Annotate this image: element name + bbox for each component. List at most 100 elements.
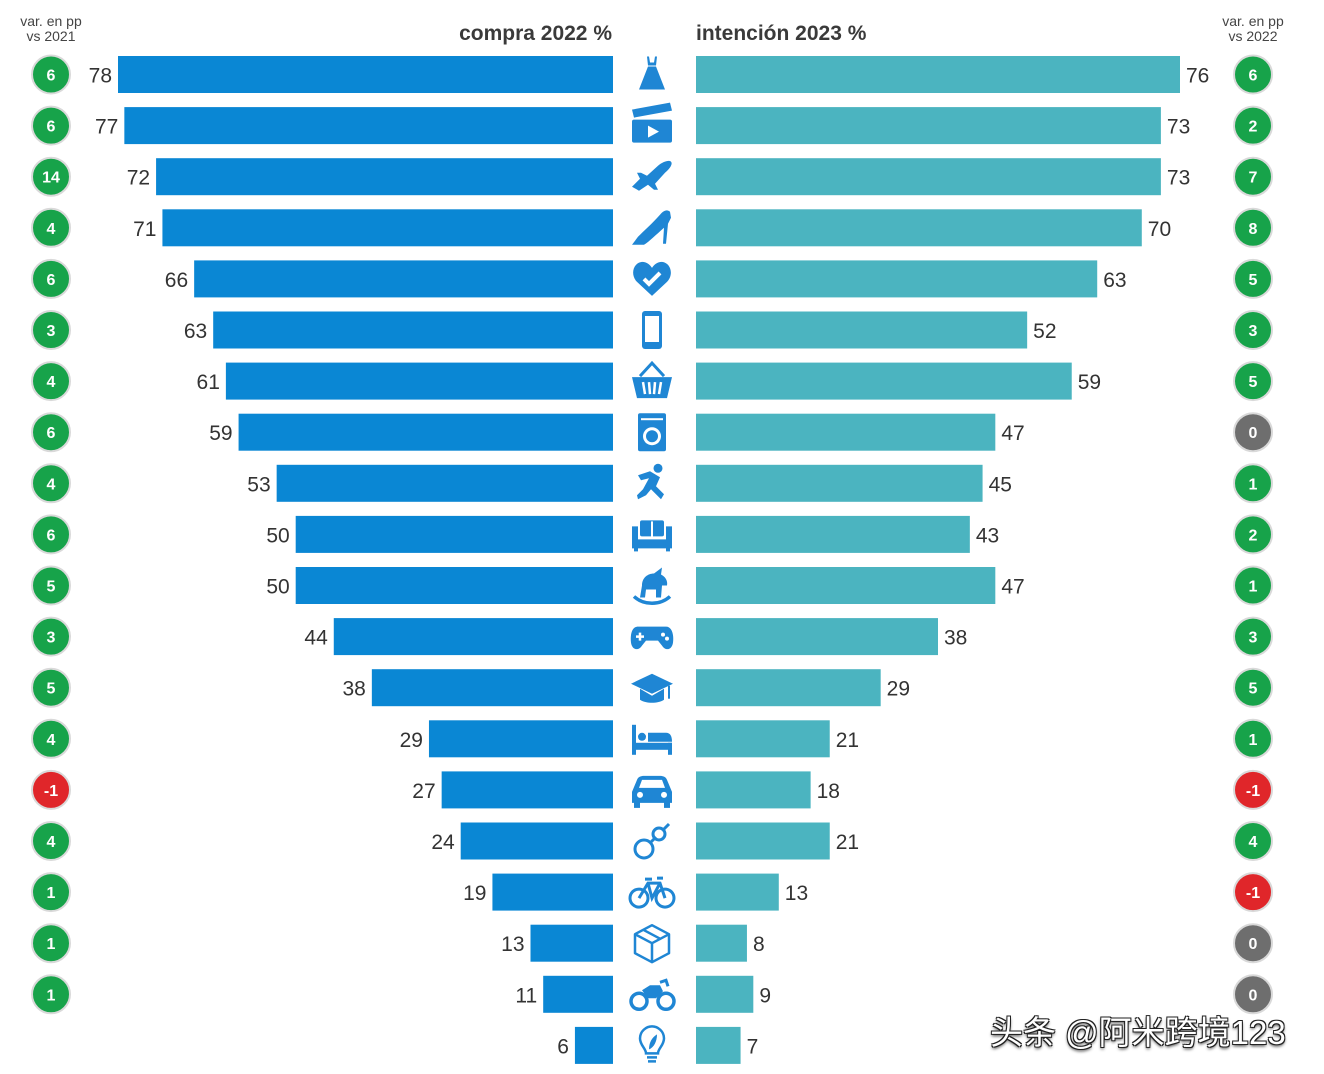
- left-value-label-13: 38: [342, 678, 365, 701]
- left-variation-badge-15: [31, 769, 71, 810]
- right-value-label-4: 70: [1148, 218, 1171, 241]
- left-value-label-8: 59: [209, 422, 232, 445]
- left-value-label-6: 63: [184, 320, 207, 343]
- left-bar-5: [194, 260, 613, 298]
- left-variation-badge-14: [31, 718, 71, 759]
- left-variation-badge-2: [31, 105, 71, 146]
- left-variation-badge-1: [31, 54, 71, 95]
- plane-icon: [632, 160, 672, 191]
- car-icon: [632, 775, 672, 808]
- left-variation-value-1: 6: [47, 68, 56, 85]
- right-bar-8: [696, 413, 996, 451]
- left-bar-16: [460, 822, 613, 860]
- left-variation-value-6: 3: [47, 323, 56, 340]
- left-variation-badge-13: [31, 667, 71, 708]
- left-variation-value-18: 1: [47, 936, 56, 953]
- right-variation-header-line-2: vs 2022: [1228, 28, 1278, 44]
- right-bar-13: [696, 669, 881, 707]
- left-variation-badge-6: [31, 310, 71, 350]
- washer-icon: [638, 413, 666, 452]
- right-variation-value-2: 2: [1249, 119, 1258, 136]
- right-variation-value-6: 3: [1249, 323, 1258, 340]
- left-value-label-17: 19: [463, 882, 486, 905]
- right-variation-badge-15: [1233, 769, 1273, 810]
- right-value-label-17: 13: [785, 882, 808, 905]
- left-variation-badge-7: [31, 361, 71, 402]
- bicycle-icon: [628, 876, 676, 909]
- left-value-label-2: 77: [95, 116, 118, 139]
- left-variation-badge-5: [31, 258, 71, 299]
- toy-icon: [632, 567, 672, 605]
- left-value-label-5: 66: [165, 269, 188, 292]
- right-variation-header: var. en pp vs 2022: [1208, 14, 1298, 44]
- left-value-label-4: 71: [133, 218, 156, 241]
- right-variation-badge-1: [1233, 54, 1273, 95]
- left-value-label-3: 72: [127, 167, 150, 190]
- right-variation-badge-17: [1233, 872, 1273, 913]
- sport-icon: [637, 463, 664, 500]
- right-variation-value-18: 0: [1249, 936, 1258, 953]
- left-value-label-10: 50: [266, 524, 289, 547]
- right-variation-badge-2: [1233, 105, 1273, 146]
- left-bar-14: [428, 720, 613, 758]
- left-bar-17: [492, 873, 613, 911]
- right-variation-badge-5: [1233, 258, 1273, 299]
- left-variation-value-9: 4: [47, 476, 56, 493]
- left-variation-value-15: -1: [44, 783, 58, 800]
- right-variation-badge-8: [1233, 412, 1273, 453]
- right-variation-value-14: 1: [1249, 732, 1258, 749]
- left-variation-value-5: 6: [47, 272, 56, 289]
- right-value-label-3: 73: [1167, 167, 1190, 190]
- left-value-label-19: 11: [515, 984, 537, 1007]
- right-variation-value-1: 6: [1249, 68, 1258, 85]
- right-value-label-12: 38: [944, 627, 967, 650]
- left-value-label-18: 13: [501, 933, 524, 956]
- left-value-label-20: 6: [557, 1035, 569, 1058]
- left-variation-value-2: 6: [47, 119, 56, 136]
- left-variation-value-11: 5: [47, 579, 56, 596]
- right-value-label-20: 7: [747, 1035, 759, 1058]
- left-value-label-16: 24: [431, 831, 455, 854]
- right-variation-value-7: 5: [1249, 374, 1258, 391]
- right-variation-value-3: 7: [1249, 170, 1258, 187]
- right-bar-20: [696, 1026, 741, 1064]
- left-variation-value-4: 4: [47, 221, 56, 238]
- right-value-label-16: 21: [836, 831, 859, 854]
- left-variation-value-17: 1: [47, 885, 56, 902]
- left-bar-2: [124, 107, 613, 145]
- right-variation-badge-9: [1233, 463, 1273, 504]
- left-variation-value-10: 6: [47, 527, 56, 544]
- left-value-label-12: 44: [304, 627, 328, 650]
- basket-icon: [632, 360, 672, 399]
- right-bar-1: [696, 56, 1180, 93]
- right-bar-6: [696, 311, 1028, 349]
- left-variation-badge-3: [31, 156, 71, 197]
- dress-icon: [639, 56, 665, 90]
- left-bar-20: [574, 1026, 613, 1064]
- right-variation-badge-7: [1233, 361, 1273, 402]
- right-bar-3: [696, 158, 1161, 196]
- left-value-label-1: 78: [89, 65, 112, 88]
- right-value-label-7: 59: [1078, 371, 1101, 394]
- right-variation-value-12: 3: [1249, 630, 1258, 647]
- right-bar-10: [696, 515, 970, 553]
- right-bar-5: [696, 260, 1098, 298]
- package-icon: [633, 923, 671, 964]
- left-variation-badge-9: [31, 463, 71, 504]
- right-variation-badge-19: [1233, 974, 1273, 1015]
- left-bar-13: [371, 669, 613, 707]
- right-bar-11: [696, 567, 996, 604]
- left-variation-value-3: 14: [42, 170, 60, 187]
- bulb-icon: [638, 1025, 666, 1063]
- right-bar-4: [696, 209, 1142, 247]
- right-variation-value-9: 1: [1249, 476, 1258, 493]
- left-bar-1: [118, 56, 613, 93]
- right-value-label-6: 52: [1033, 320, 1056, 343]
- left-bar-10: [295, 515, 613, 553]
- left-variation-value-16: 4: [47, 834, 56, 851]
- right-variation-value-8: 0: [1249, 425, 1258, 442]
- watermark: 头条 @阿米跨境123: [990, 1014, 1286, 1051]
- right-value-label-13: 29: [887, 678, 910, 701]
- left-variation-badge-10: [31, 514, 71, 555]
- right-bar-12: [696, 618, 938, 656]
